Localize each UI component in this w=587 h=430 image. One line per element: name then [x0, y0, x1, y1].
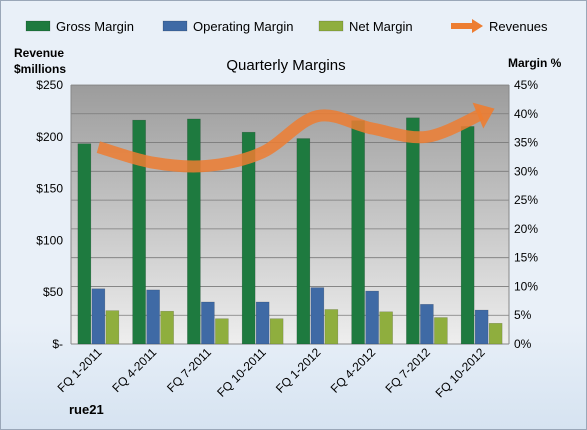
bar-gross-margin	[460, 126, 475, 345]
x-axis-tick-label: FQ 7-2011	[164, 345, 214, 395]
left-axis-tick-label: $100	[36, 233, 63, 247]
right-axis-tick-label: 40%	[514, 107, 538, 121]
legend-label: Net Margin	[349, 19, 413, 34]
bar-operating-margin	[146, 289, 160, 345]
bar-net-margin	[379, 311, 393, 345]
right-axis-title: Margin %	[508, 56, 562, 70]
left-axis-tick-label: $200	[36, 130, 63, 144]
legend-swatch-operating-margin	[162, 20, 188, 32]
x-axis-tick-label: FQ 4-2012	[328, 345, 379, 396]
bar-gross-margin	[351, 120, 365, 345]
right-axis-tick-label: 35%	[514, 136, 538, 150]
bar-net-margin	[324, 309, 339, 345]
x-axis-tick-label: FQ 10-2011	[214, 345, 269, 400]
left-axis-tick-label: $150	[36, 182, 63, 196]
left-axis-tick-label: $50	[43, 285, 63, 299]
x-axis-tick-label: FQ 7-2012	[383, 345, 434, 396]
bar-gross-margin	[296, 138, 311, 345]
bar-gross-margin	[77, 143, 92, 345]
x-axis-tick-label: FQ 10-2012	[433, 345, 488, 400]
revenues-line	[96, 108, 485, 173]
legend-label: Gross Margin	[56, 19, 134, 34]
revenues-arrowhead	[472, 102, 495, 129]
left-axis-title-line1: Revenue	[14, 46, 64, 60]
legend-swatch-arrow	[472, 19, 483, 33]
bar-operating-margin	[255, 301, 270, 345]
bar-operating-margin	[310, 287, 325, 345]
bar-net-margin	[160, 310, 174, 345]
right-axis-tick-label: 20%	[514, 222, 538, 236]
legend-label: Operating Margin	[193, 19, 293, 34]
x-axis-tick-label: FQ 1-2011	[55, 345, 105, 395]
legend-swatch-net-margin	[318, 20, 344, 32]
x-axis-tick-label: FQ 1-2012	[273, 345, 324, 396]
left-axis-title-line2: $millions	[14, 62, 66, 76]
bar-net-margin	[269, 318, 284, 345]
bar-gross-margin	[406, 117, 420, 345]
brand-label: rue21	[69, 402, 104, 417]
right-axis-tick-label: 30%	[514, 164, 538, 178]
legend-label: Revenues	[489, 19, 548, 34]
right-axis-tick-label: 15%	[514, 251, 538, 265]
bar-net-margin	[215, 318, 229, 345]
right-axis-tick-label: 25%	[514, 193, 538, 207]
left-axis-tick-label: $-	[52, 337, 63, 351]
bar-net-margin	[488, 323, 503, 345]
bar-operating-margin	[474, 309, 489, 345]
bar-operating-margin	[91, 288, 106, 345]
bar-operating-margin	[201, 301, 215, 345]
bar-gross-margin	[132, 119, 146, 345]
bar-net-margin	[105, 310, 120, 345]
right-axis-tick-label: 5%	[514, 308, 532, 322]
right-axis-tick-label: 45%	[514, 78, 538, 92]
bar-net-margin	[434, 317, 448, 345]
bar-operating-margin	[420, 304, 434, 345]
right-axis-tick-label: 10%	[514, 279, 538, 293]
left-axis-tick-label: $250	[36, 78, 63, 92]
bar-gross-margin	[187, 118, 201, 345]
legend: Gross Margin Operating Margin Net Margin Re…	[25, 19, 548, 34]
chart-title: Quarterly Margins	[226, 57, 345, 74]
bar-operating-margin	[365, 290, 379, 345]
legend-swatch-gross-margin	[25, 20, 51, 32]
x-axis-tick-label: FQ 4-2011	[109, 345, 159, 395]
right-axis-tick-label: 0%	[514, 337, 532, 351]
bar-gross-margin	[241, 131, 256, 345]
